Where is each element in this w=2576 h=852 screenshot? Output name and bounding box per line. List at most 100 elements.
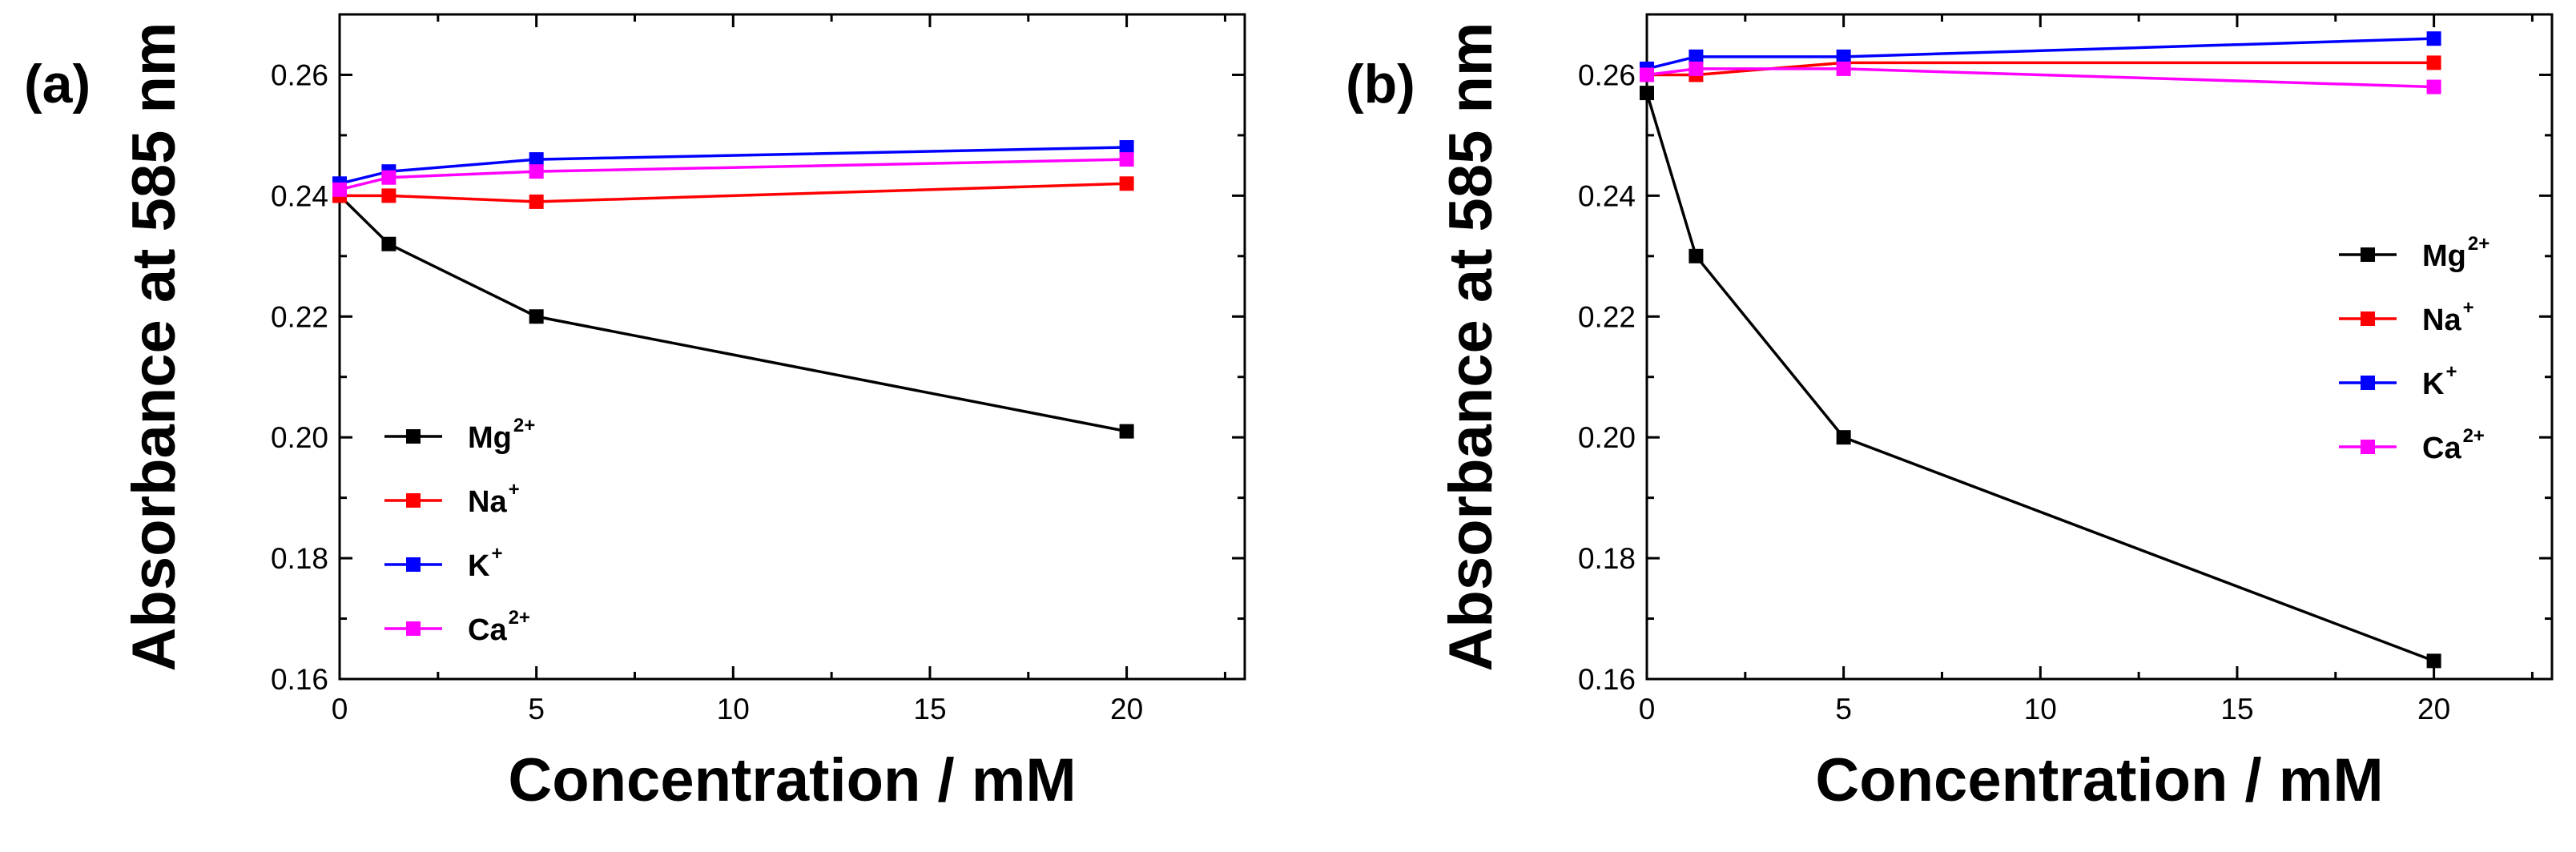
series-na xyxy=(332,176,1134,209)
data-point xyxy=(1640,86,1654,101)
legend-superscript: + xyxy=(2445,361,2457,383)
data-point xyxy=(2426,55,2441,70)
data-point xyxy=(332,182,347,197)
data-point xyxy=(1836,61,1851,76)
data-point xyxy=(2426,79,2441,94)
y-tick-label: 0.20 xyxy=(1578,421,1636,454)
x-tick-label: 15 xyxy=(913,693,946,725)
data-point xyxy=(529,194,544,209)
legend: Mg 2+Na +K +Ca 2+ xyxy=(384,415,535,647)
series-k xyxy=(332,140,1134,191)
data-point xyxy=(2426,31,2441,46)
series-mg xyxy=(332,188,1134,439)
y-axis-title: Absorbance at 585 nm xyxy=(120,22,188,672)
x-tick-label: 0 xyxy=(332,693,348,725)
panel-label: (b) xyxy=(1346,54,1415,115)
legend-item: Mg 2+ xyxy=(384,415,535,455)
y-tick-label: 0.26 xyxy=(1578,58,1636,91)
y-tick-label: 0.22 xyxy=(1578,300,1636,333)
data-point xyxy=(529,152,544,167)
legend-marker xyxy=(406,493,421,508)
y-tick-label: 0.18 xyxy=(1578,542,1636,575)
series-line xyxy=(340,182,1127,203)
y-tick-label: 0.24 xyxy=(271,179,328,212)
x-axis-title: Concentration / mM xyxy=(508,746,1076,814)
data-point xyxy=(1119,424,1134,439)
x-tick-label: 5 xyxy=(528,693,545,725)
series-line xyxy=(1646,37,2434,70)
panel-label: (a) xyxy=(24,54,91,115)
series-line xyxy=(339,158,1127,191)
series-mg xyxy=(1640,86,2441,669)
x-tick-label: 10 xyxy=(2024,693,2057,725)
legend-marker xyxy=(2361,247,2375,262)
y-tick-label: 0.22 xyxy=(271,300,328,333)
series-line xyxy=(339,146,1127,185)
legend-superscript: + xyxy=(509,479,520,500)
y-axis-title: Absorbance at 585 nm xyxy=(1437,22,1505,672)
legend-item: Na + xyxy=(384,479,520,519)
data-point xyxy=(1688,49,1704,64)
series-line xyxy=(1645,92,2435,663)
y-tick-label: 0.16 xyxy=(271,663,328,696)
legend: Mg 2+Na +K +Ca 2+ xyxy=(2339,233,2489,465)
legend-superscript: 2+ xyxy=(509,607,530,629)
legend-item: Ca 2+ xyxy=(384,607,530,647)
x-tick-label: 20 xyxy=(2417,693,2450,725)
legend-marker xyxy=(2361,376,2375,390)
data-point xyxy=(529,309,544,324)
data-point xyxy=(1119,176,1134,191)
legend-label: K xyxy=(468,549,490,583)
legend-item: Ca 2+ xyxy=(2339,425,2485,465)
series-ca xyxy=(1640,61,2441,94)
series-line xyxy=(338,195,1127,433)
legend-label: Ca xyxy=(468,613,507,647)
data-point xyxy=(1640,67,1654,82)
plot-frame xyxy=(338,13,1246,681)
legend-item: Na + xyxy=(2339,297,2474,337)
x-tick-label: 15 xyxy=(2220,693,2253,725)
legend-superscript: 2+ xyxy=(513,415,535,436)
legend-marker xyxy=(406,429,421,444)
legend-label: Na xyxy=(468,485,507,519)
legend-label: Na xyxy=(2422,303,2461,337)
x-tick-label: 5 xyxy=(1835,693,1852,725)
series-line xyxy=(1646,67,2434,89)
legend-item: K + xyxy=(384,543,502,583)
legend-label: K xyxy=(2422,368,2445,401)
data-point xyxy=(1836,430,1851,445)
data-point xyxy=(1119,140,1134,155)
legend-superscript: 2+ xyxy=(2468,233,2489,255)
y-tick-label: 0.18 xyxy=(271,542,328,575)
legend-label: Mg xyxy=(2422,239,2466,273)
y-tick-label: 0.20 xyxy=(271,421,328,454)
legend-superscript: 2+ xyxy=(2463,425,2485,447)
x-tick-label: 10 xyxy=(717,693,750,725)
legend-superscript: + xyxy=(2463,297,2474,319)
plot-frame xyxy=(1645,13,2554,681)
legend-marker xyxy=(2361,440,2375,454)
legend-item: K + xyxy=(2339,361,2457,401)
data-point xyxy=(1688,61,1704,76)
data-point xyxy=(381,170,396,185)
x-tick-label: 20 xyxy=(1110,693,1143,725)
legend-marker xyxy=(406,621,421,636)
data-point xyxy=(381,188,396,203)
chart-panel-a: (a) 0 5 10 15 20 0.16 0.18 0.20 0.22 0.24 0.26 Conce… xyxy=(24,13,1246,814)
x-tick-label: 0 xyxy=(1639,693,1656,725)
data-point xyxy=(529,164,544,179)
data-point xyxy=(381,236,396,251)
y-tick-label: 0.24 xyxy=(1578,179,1636,212)
x-axis-title: Concentration / mM xyxy=(1815,746,2383,814)
y-tick-label: 0.16 xyxy=(1578,663,1636,696)
legend-marker xyxy=(2361,311,2375,326)
data-point xyxy=(1688,248,1704,263)
legend-label: Ca xyxy=(2422,432,2461,465)
legend-marker xyxy=(406,557,421,572)
series-ca xyxy=(332,152,1134,197)
y-tick-label: 0.26 xyxy=(271,58,328,91)
chart-panel-b: (b) 0 5 10 15 20 0.16 0.18 0.20 0.22 0.24 0.26 Conce… xyxy=(1346,13,2554,814)
legend-superscript: + xyxy=(491,543,502,565)
data-point xyxy=(2426,653,2441,669)
